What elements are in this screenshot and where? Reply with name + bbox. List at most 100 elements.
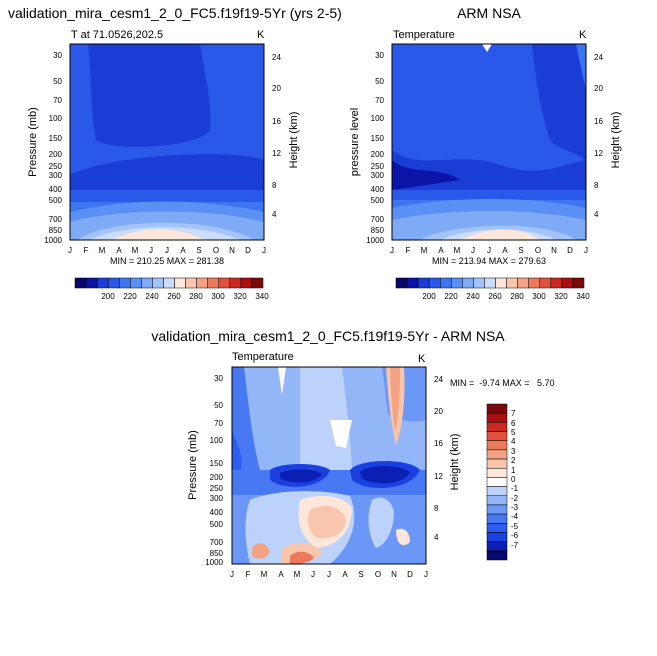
colorbar-swatch: [528, 277, 541, 289]
y-tick-50: 50: [53, 77, 62, 86]
colorbar-swatch: [486, 541, 508, 552]
y-tick-70: 70: [375, 96, 384, 105]
y-tick-400: 400: [49, 185, 63, 194]
colorbar-swatch: [439, 277, 452, 289]
cbar-diff-label-m2: -2: [511, 494, 519, 503]
h-tick-20: 20: [594, 84, 603, 93]
colorbar-swatch: [251, 277, 264, 289]
x-tick-aug: A: [342, 570, 348, 579]
x-tick-jul: J: [327, 570, 331, 579]
cbar-obs-label-320: 320: [554, 292, 568, 301]
panel-diff-ylabel: Pressure (mb): [187, 430, 199, 500]
colorbar-swatch: [486, 403, 508, 414]
cbar-obs-label-280: 280: [510, 292, 524, 301]
y-tick-500: 500: [210, 520, 224, 529]
x-tick-mar: M: [261, 570, 268, 579]
y-tick-500: 500: [49, 196, 63, 205]
h-tick-8: 8: [272, 181, 277, 190]
panel-obs-y2axis: 24 20 16 12 8 4 Height (km): [594, 53, 622, 219]
panel-diff-subtitle: Temperature: [232, 351, 294, 363]
h-tick-24: 24: [272, 53, 281, 62]
y-tick-400: 400: [371, 185, 385, 194]
panel-model-stats: MIN = 210.25 MAX = 281.38: [110, 256, 224, 266]
panel-model-plot: [69, 43, 265, 241]
y-tick-700: 700: [371, 215, 385, 224]
h-tick-12: 12: [272, 149, 281, 158]
y-tick-30: 30: [375, 51, 384, 60]
colorbar-swatch: [163, 277, 175, 289]
panel-diff-colorbar: 7 6 5 4 3 2 1 0 -1 -2 -3 -4 -5 -6 -7: [486, 403, 519, 561]
colorbar-swatch: [486, 440, 508, 451]
y-tick-200: 200: [210, 473, 224, 482]
cbar-diff-label-m3: -3: [511, 503, 519, 512]
panel-diff-stats: MIN = -9.74 MAX = 5.70: [450, 378, 555, 388]
y-tick-700: 700: [49, 215, 63, 224]
x-tick-sep: S: [518, 246, 523, 255]
colorbar-swatch: [118, 277, 131, 289]
colorbar-swatch: [486, 495, 508, 506]
x-tick-dec: D: [407, 570, 413, 579]
cbar-diff-label-5: 5: [511, 428, 516, 437]
y-tick-1000: 1000: [366, 236, 384, 245]
colorbar-swatch: [486, 422, 508, 432]
panel-diff-xaxis: J F M A M J J A S O N D J: [230, 570, 428, 579]
x-tick-mar: M: [99, 246, 106, 255]
colorbar-swatch: [486, 532, 508, 542]
h-tick-12: 12: [594, 149, 603, 158]
panel-obs-ylabel: pressure level: [349, 108, 361, 176]
cbar-obs-label-260: 260: [488, 292, 502, 301]
colorbar-swatch: [550, 277, 563, 289]
y-tick-labels: 30 50 70 100 150 200 250 300 400 500 700…: [44, 51, 62, 245]
colorbar-swatch: [561, 277, 574, 289]
y-tick-250: 250: [210, 484, 224, 493]
h-tick-20: 20: [434, 407, 443, 416]
cbar-model-label-280: 280: [189, 292, 203, 301]
panel-diff-y2label: Height (km): [449, 434, 461, 491]
cbar-diff-label-3: 3: [511, 447, 516, 456]
panel-obs-subtitle: Temperature: [393, 29, 455, 41]
cbar-model-label-240: 240: [145, 292, 159, 301]
colorbar-swatch: [417, 277, 430, 289]
x-tick-apr: A: [116, 246, 122, 255]
y-tick-200: 200: [371, 150, 385, 159]
colorbar-swatch: [240, 277, 253, 289]
colorbar-swatch: [484, 277, 496, 289]
panel-obs-stats: MIN = 213.94 MAX = 279.63: [432, 256, 546, 266]
x-tick-feb: F: [84, 246, 89, 255]
colorbar-swatch: [486, 504, 508, 515]
colorbar-swatch: [185, 277, 197, 289]
h-tick-16: 16: [272, 117, 281, 126]
x-tick-nov: N: [229, 246, 235, 255]
x-tick-dec: D: [245, 246, 251, 255]
panel-diff-title: validation_mira_cesm1_2_0_FC5.f19f19-5Yr…: [151, 328, 505, 344]
x-tick-feb: F: [246, 570, 251, 579]
panel-model-xaxis: J F M A M J J A S O N D J: [68, 246, 266, 255]
colorbar-swatch: [486, 449, 508, 460]
colorbar-swatch: [495, 277, 507, 289]
colorbar-swatch: [196, 277, 208, 289]
colorbar-swatch: [486, 431, 508, 441]
y-tick-250: 250: [371, 162, 385, 171]
x-tick-dec: D: [567, 246, 573, 255]
colorbar-swatch: [539, 277, 552, 289]
cbar-diff-label-2: 2: [511, 456, 516, 465]
x-tick-jan: J: [390, 246, 394, 255]
colorbar-swatch: [428, 277, 441, 289]
y-tick-70: 70: [53, 96, 62, 105]
panel-obs-yaxis: pressure level 30 50 70 100 150 200 250 …: [349, 51, 385, 245]
panel-obs-plot: [391, 43, 587, 241]
h-tick-8: 8: [434, 504, 439, 513]
panel-diff: validation_mira_cesm1_2_0_FC5.f19f19-5Yr…: [151, 328, 554, 579]
panel-model-title: validation_mira_cesm1_2_0_FC5.f19f19-5Yr…: [8, 5, 342, 21]
cbar-obs-label-200: 200: [422, 292, 436, 301]
h-tick-16: 16: [594, 117, 603, 126]
y-tick-100: 100: [210, 436, 224, 445]
x-tick-jul: J: [165, 246, 169, 255]
panel-obs-colorbar: 200 220 240 260 280 300 320 340: [395, 277, 590, 301]
cbar-model-label-220: 220: [123, 292, 137, 301]
h-tick-8: 8: [594, 181, 599, 190]
panel-model-y2label: Height (km): [288, 112, 300, 169]
colorbar-swatch: [486, 477, 508, 487]
panel-model-y2axis: 24 20 16 12 8 4 Height (km): [272, 53, 300, 219]
y-tick-50: 50: [214, 401, 223, 410]
